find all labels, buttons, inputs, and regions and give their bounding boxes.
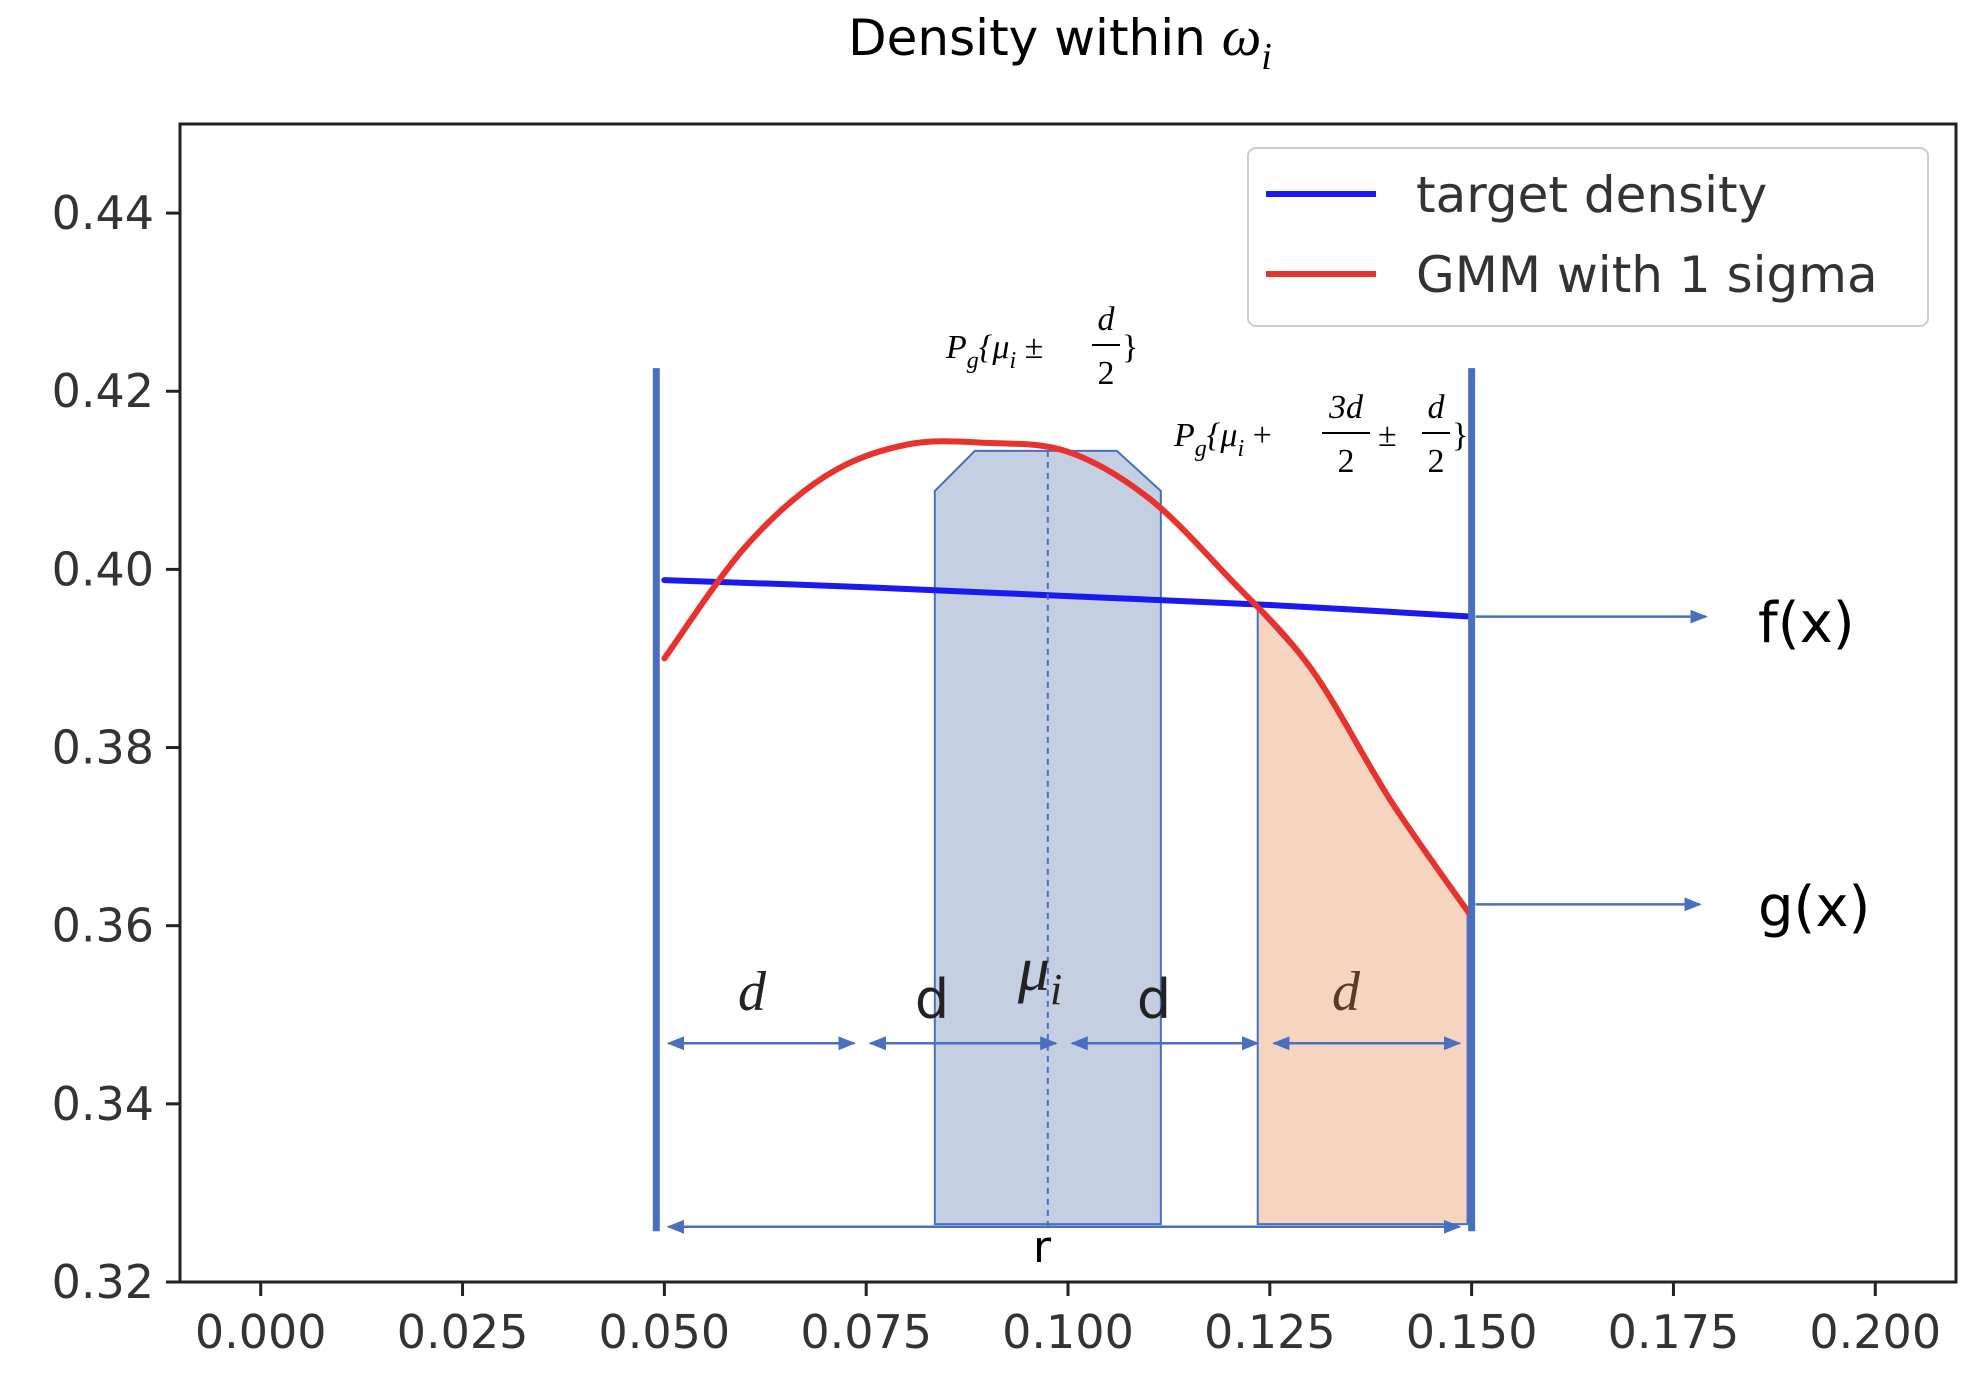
formula1-g: g: [967, 348, 979, 374]
y-axis: 0.32 0.34 0.36 0.38 0.40 0.42 0.44: [52, 186, 180, 1309]
legend: target density GMM with 1 sigma: [1247, 147, 1929, 327]
x-tick-label: 0.025: [397, 1305, 529, 1359]
x-tick-label: 0.050: [599, 1305, 731, 1359]
x-tick-label: 0.100: [1002, 1305, 1134, 1359]
formula1-close: }: [1122, 329, 1138, 366]
formula2-left: Pg{μi +: [1173, 417, 1272, 462]
formula2-den2: 2: [1428, 443, 1445, 480]
series-layer: [661, 438, 1475, 920]
legend-label-gmm: GMM with 1 sigma: [1416, 246, 1878, 304]
y-tick-label: 0.44: [52, 186, 154, 240]
legend-box: [1247, 147, 1929, 327]
x-tick-label: 0.000: [195, 1305, 327, 1359]
x-axis: 0.000 0.025 0.050 0.075 0.100 0.125 0.150 0.175…: [195, 1282, 1941, 1359]
mu-label: μi: [1017, 933, 1062, 1014]
g-label: g(x): [1758, 875, 1870, 940]
chart-title-subscript: i: [1261, 36, 1272, 78]
formula2-plus: +: [1244, 417, 1272, 454]
formula2-close: }: [1452, 417, 1468, 454]
d-label-mid-left: d: [915, 968, 949, 1031]
formula1-i: i: [1009, 348, 1016, 374]
y-tick-label: 0.32: [52, 1255, 154, 1309]
y-tick-label: 0.36: [52, 899, 154, 953]
dimension-arrows: [666, 609, 1708, 1234]
formula1-p: P: [945, 329, 967, 366]
formula1-pm: ±: [1016, 329, 1043, 366]
x-tick-label: 0.075: [800, 1305, 932, 1359]
d-label-left: d: [738, 961, 767, 1023]
chart-title: Density within ωi: [848, 6, 1272, 78]
formula2-num2: d: [1428, 389, 1446, 426]
legend-label-target-density: target density: [1416, 166, 1767, 224]
formula2-g: g: [1195, 436, 1207, 462]
x-tick-label: 0.175: [1608, 1305, 1740, 1359]
formula1-left: Pg{μi ±: [945, 329, 1043, 374]
formula2-p: P: [1173, 417, 1195, 454]
x-tick-label: 0.125: [1204, 1305, 1336, 1359]
mu-symbol: μ: [1017, 933, 1050, 1004]
formula2-i: i: [1237, 436, 1244, 462]
d-label-right: d: [1332, 961, 1361, 1023]
mu-subscript: i: [1050, 965, 1062, 1014]
formula2-pm: ±: [1378, 417, 1397, 454]
r-label: r: [1033, 1222, 1052, 1273]
series-line-gmm: [661, 438, 1475, 920]
y-tick-label: 0.42: [52, 364, 154, 418]
chart-title-text: Density within: [848, 9, 1222, 67]
formula2-num1: 3d: [1328, 389, 1364, 426]
formula1-open: {μ: [979, 329, 1010, 366]
chart-title-symbol: ω: [1222, 6, 1262, 68]
x-tick-label: 0.150: [1406, 1305, 1538, 1359]
x-tick-label: 0.200: [1809, 1305, 1941, 1359]
f-label: f(x): [1758, 591, 1855, 656]
formula1-num: d: [1098, 301, 1116, 338]
formula-center-interval: Pg{μi ± d 2 }: [945, 301, 1138, 392]
series-line-target-density: [661, 577, 1475, 620]
formula1-den: 2: [1098, 355, 1115, 392]
formula-right-interval: Pg{μi + 3d 2 ± d 2 }: [1173, 389, 1468, 480]
formula2-den1: 2: [1338, 443, 1355, 480]
annotation-lines: [652, 368, 1476, 1232]
orange-probability-region: [1256, 606, 1469, 1226]
y-tick-label: 0.34: [52, 1077, 154, 1131]
formula2-open: {μ: [1207, 417, 1238, 454]
d-label-mid-right: d: [1137, 968, 1171, 1031]
y-tick-label: 0.40: [52, 542, 154, 596]
y-tick-label: 0.38: [52, 721, 154, 775]
